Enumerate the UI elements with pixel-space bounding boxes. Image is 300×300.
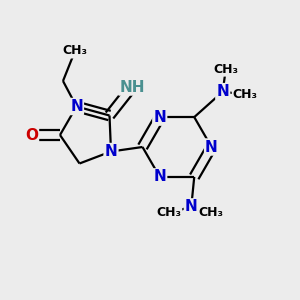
Text: N: N xyxy=(153,110,166,124)
Text: N: N xyxy=(70,99,83,114)
Text: N: N xyxy=(185,200,198,214)
Text: CH₃: CH₃ xyxy=(62,44,88,58)
Text: O: O xyxy=(25,128,38,142)
Text: CH₃: CH₃ xyxy=(213,63,238,76)
Text: N: N xyxy=(205,140,218,154)
Text: N: N xyxy=(216,84,229,99)
Text: NH: NH xyxy=(119,80,145,94)
Text: CH₃: CH₃ xyxy=(198,206,223,219)
Text: CH₃: CH₃ xyxy=(156,206,181,219)
Text: N: N xyxy=(105,144,117,159)
Text: CH₃: CH₃ xyxy=(233,88,258,101)
Text: N: N xyxy=(153,169,166,184)
